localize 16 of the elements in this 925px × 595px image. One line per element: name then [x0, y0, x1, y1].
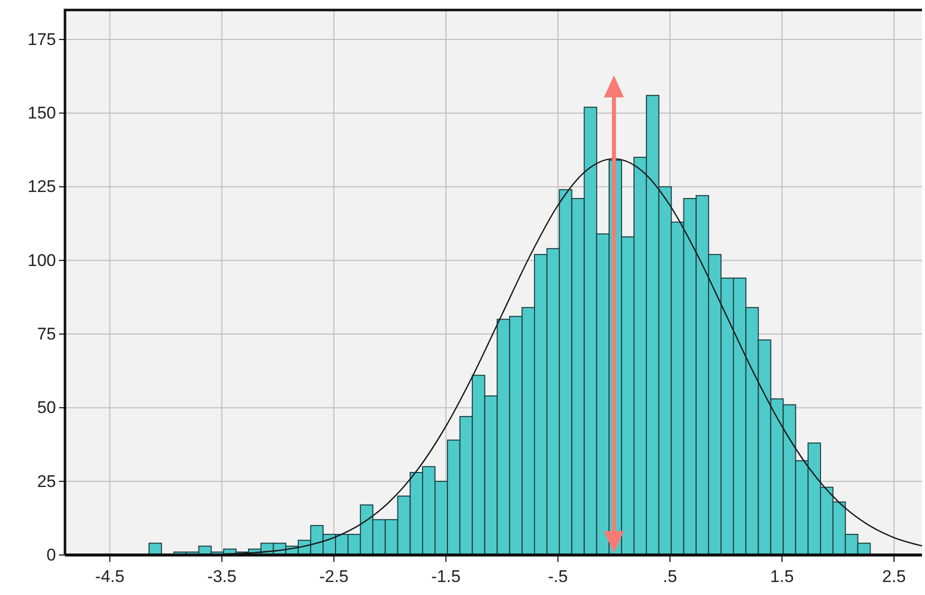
x-tick-label: -.5	[548, 567, 568, 586]
x-tick-label: 2.5	[882, 567, 906, 586]
x-tick-label: -4.5	[95, 567, 124, 586]
y-tick-label: 150	[28, 104, 56, 123]
y-tick-label: 25	[37, 472, 56, 491]
x-tick-label: 1.5	[770, 567, 794, 586]
x-tick-label: -3.5	[207, 567, 236, 586]
y-tick-label: 175	[28, 30, 56, 49]
y-tick-label: 0	[46, 545, 56, 564]
y-tick-label: 50	[37, 398, 56, 418]
x-tick-label: -1.5	[431, 567, 461, 586]
x-tick-label: .5	[662, 567, 678, 586]
y-tick-label: 100	[28, 250, 56, 270]
y-tick-label: 125	[28, 177, 56, 196]
x-tick-label: -2.5	[319, 567, 349, 586]
y-tick-label: 75	[37, 324, 56, 344]
